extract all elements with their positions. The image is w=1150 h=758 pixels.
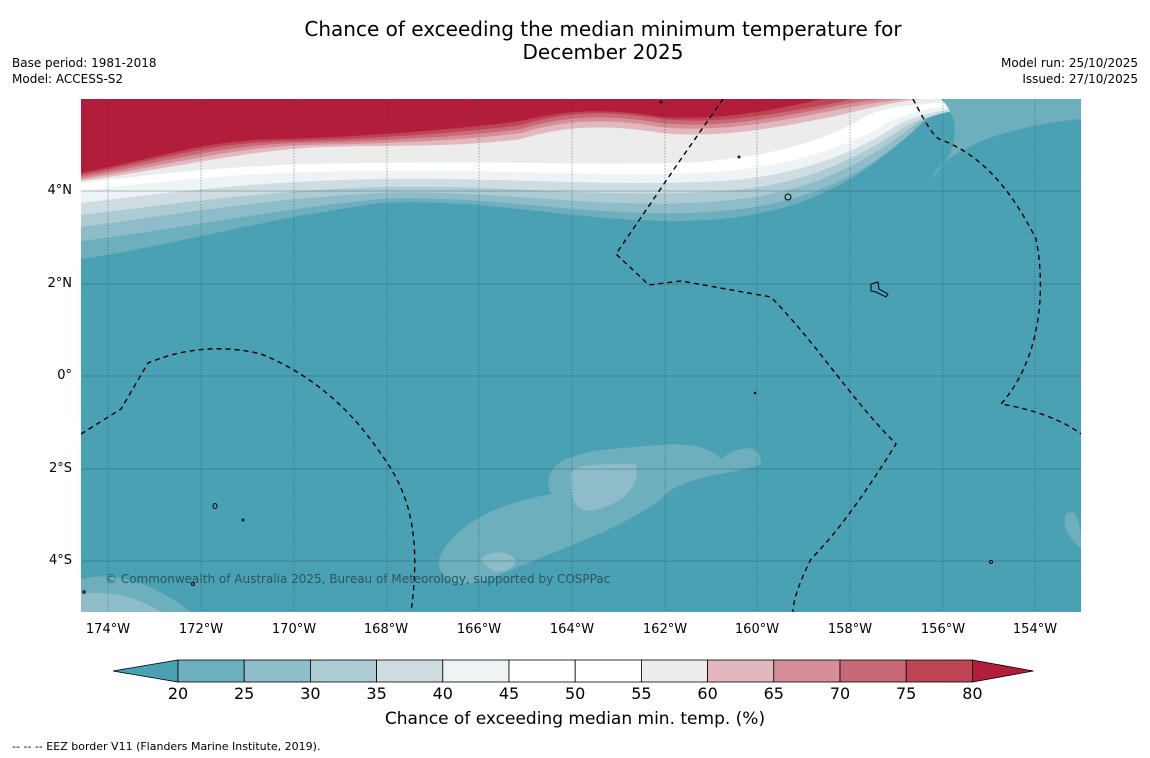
colorbar-tick: 30 [300, 684, 321, 703]
title-line-2: December 2025 [522, 40, 684, 64]
colorbar-segment [574, 659, 642, 683]
colorbar-tick: 40 [432, 684, 453, 703]
map-panel: © Commonwealth of Australia 2025, Bureau… [81, 99, 1081, 612]
southern-anomaly-patches [81, 444, 1081, 612]
colorbar-segment [707, 659, 775, 683]
eez-borders [81, 99, 1081, 612]
eez-footnote: -- -- -- EEZ border V11 (Flanders Marine… [12, 740, 321, 753]
colorbar-tick: 75 [896, 684, 917, 703]
colorbar-tick: 65 [763, 684, 784, 703]
colorbar-segment [508, 659, 576, 683]
islands [82, 100, 993, 594]
lon-label-172w: 172°W [178, 622, 224, 637]
lon-label-156w: 156°W [920, 622, 966, 637]
base-period: Base period: 1981-2018 [12, 56, 157, 70]
colorbar-extend-low [113, 659, 179, 683]
lat-label-2n: 2°N [47, 276, 73, 291]
title-line-1: Chance of exceeding the median minimum t… [304, 17, 902, 41]
colorbar [113, 659, 1034, 683]
map-canvas [81, 99, 1081, 612]
model-run: Model run: 25/10/2025 [1000, 56, 1138, 70]
lon-label-168w: 168°W [363, 622, 409, 637]
colorbar-label: Chance of exceeding median min. temp. (%… [384, 709, 766, 729]
colorbar-segment [839, 659, 907, 683]
colorbar-tick: 70 [829, 684, 851, 703]
colorbar-segment [442, 659, 510, 683]
lon-label-162w: 162°W [642, 622, 688, 637]
colorbar-tick: 60 [697, 684, 718, 703]
copyright-notice: © Commonwealth of Australia 2025, Bureau… [105, 572, 611, 586]
colorbar-tick: 80 [962, 684, 983, 703]
colorbar-extend-high [972, 659, 1034, 683]
lon-label-174w: 174°W [85, 622, 131, 637]
lat-label-4s: 4°S [48, 553, 72, 568]
lat-label-0: 0° [57, 368, 72, 383]
colorbar-tick: 35 [366, 684, 387, 703]
colorbar-segment [309, 659, 377, 683]
meta-right: Model run: 25/10/2025 Issued: 27/10/2025 [1001, 55, 1138, 87]
colorbar-segment [177, 659, 245, 683]
lon-label-166w: 166°W [456, 622, 502, 637]
colorbar-tick: 20 [167, 684, 189, 703]
lon-label-160w: 160°W [734, 622, 780, 637]
colorbar-segment [773, 659, 841, 683]
colorbar-tick: 50 [565, 684, 586, 703]
northern-temperature-bands [81, 99, 1081, 259]
lat-label-2s: 2°S [48, 461, 72, 476]
lon-label-154w: 154°W [1012, 622, 1058, 637]
lat-label-4n: 4°N [47, 183, 73, 198]
colorbar-segment [905, 659, 973, 683]
meta-left: Base period: 1981-2018 Model: ACCESS-S2 [12, 55, 157, 87]
colorbar-tick: 45 [498, 684, 520, 703]
lon-label-170w: 170°W [271, 622, 317, 637]
model-name: Model: ACCESS-S2 [12, 72, 124, 86]
colorbar-tick: 25 [234, 684, 255, 703]
colorbar-tick: 55 [631, 684, 652, 703]
colorbar-segment [243, 659, 311, 683]
colorbar-segment [641, 659, 709, 683]
issued-date: Issued: 27/10/2025 [1022, 72, 1138, 86]
colorbar-segment [376, 659, 444, 683]
graticule [81, 99, 1081, 612]
lon-label-164w: 164°W [549, 622, 595, 637]
lon-label-158w: 158°W [827, 622, 873, 637]
map-title: Chance of exceeding the median minimum t… [0, 18, 1150, 64]
